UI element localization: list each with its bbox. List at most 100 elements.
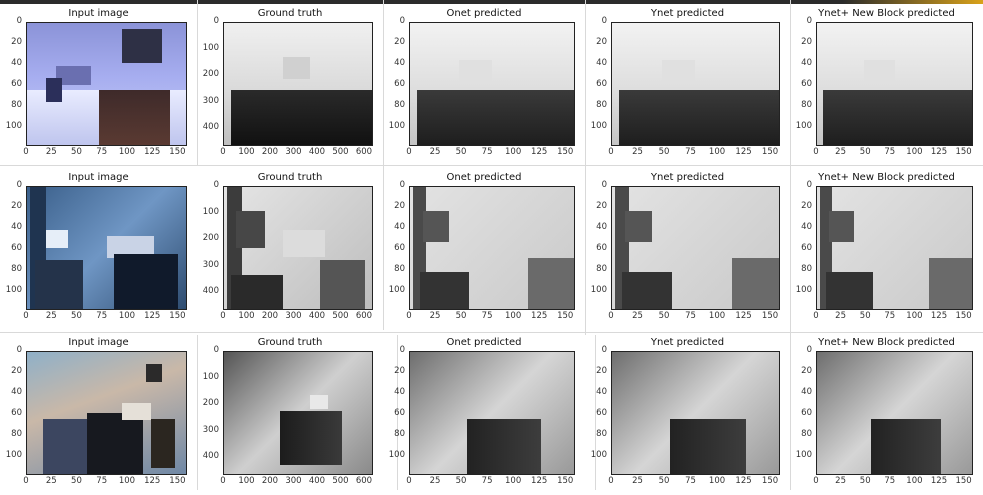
depth-image — [223, 351, 373, 475]
y-tick-label: 60 — [801, 79, 812, 90]
y-tick-label: 80 — [11, 264, 22, 275]
panel-separator — [197, 335, 198, 490]
x-tick-label: 125 — [930, 476, 948, 486]
x-tick-label: 125 — [930, 311, 948, 321]
x-tick-label: 75 — [481, 147, 493, 157]
x-tick-label: 150 — [557, 476, 574, 486]
panel-title: Onet predicted — [446, 172, 522, 183]
y-tick-label: 0 — [16, 345, 22, 355]
x-tick-label: 150 — [761, 311, 779, 321]
row-separator — [0, 332, 983, 333]
image-region — [283, 229, 325, 257]
y-tick-label: 0 — [601, 16, 607, 26]
y-tick-label: 100 — [202, 206, 219, 217]
x-tick-label: 200 — [261, 311, 279, 321]
image-region — [732, 257, 779, 309]
panel-title: Ynet predicted — [650, 337, 725, 348]
y-tick-label: 80 — [11, 429, 22, 440]
y-tick-label: 400 — [202, 286, 219, 297]
x-tick-label: 75 — [884, 476, 896, 486]
y-tick-label: 200 — [202, 69, 219, 80]
row-separator — [0, 165, 983, 166]
y-tick-label: 40 — [801, 58, 812, 69]
x-tick-label: 125 — [735, 311, 752, 321]
panel-title: Ground truth — [257, 337, 323, 348]
x-tick-label: 150 — [557, 311, 574, 321]
y-tick-label: 0 — [806, 345, 812, 355]
x-tick-label: 100 — [118, 147, 136, 157]
x-tick-label: 100 — [708, 311, 726, 321]
x-tick-label: 100 — [238, 147, 255, 157]
result-panel: Ynet predicted 0 20 40 60 80 100 0 25 50 75 100 125 1… — [585, 6, 790, 166]
y-tick-label: 100 — [388, 285, 405, 296]
y-tick-label: 0 — [806, 180, 812, 190]
x-tick-label: 150 — [557, 147, 574, 157]
x-tick-label: 0 — [220, 476, 226, 486]
image-region — [618, 90, 779, 145]
y-tick-label: 60 — [394, 408, 405, 419]
x-tick-label: 25 — [45, 311, 57, 321]
x-tick-label: 400 — [308, 476, 326, 486]
x-tick-label: 75 — [481, 476, 493, 486]
x-tick-label: 125 — [735, 147, 752, 157]
y-tick-label: 20 — [11, 37, 22, 48]
y-tick-label: 60 — [801, 408, 812, 419]
result-panel: Input image 0 20 40 60 80 100 0 25 50 75 100 125 150 — [0, 6, 197, 166]
y-tick-label: 40 — [11, 387, 22, 398]
image-region — [423, 211, 450, 242]
y-tick-label: 60 — [801, 243, 812, 254]
x-tick-label: 50 — [455, 147, 467, 157]
y-tick-label: 60 — [11, 79, 22, 90]
image-region — [625, 211, 653, 242]
result-panel: Ground truth 0 100 200 300 400 0 100 200 300 400 50… — [197, 170, 383, 330]
depth-image — [409, 351, 575, 475]
y-tick-label: 40 — [596, 58, 607, 69]
result-panel: Ynet+ New Block predicted 0 20 40 60 80 100 0 25… — [790, 6, 983, 166]
x-tick-label: 0 — [406, 476, 412, 486]
depth-image — [816, 186, 973, 310]
result-panel: Onet predicted 0 20 40 60 80 100 0 25 50 75 100 125 1… — [383, 170, 585, 330]
y-tick-label: 0 — [399, 345, 405, 355]
x-tick-label: 75 — [884, 311, 896, 321]
x-tick-label: 50 — [859, 311, 871, 321]
x-tick-label: 0 — [220, 147, 226, 157]
y-tick-label: 400 — [202, 451, 219, 462]
y-tick-label: 80 — [801, 429, 812, 440]
image-region — [46, 77, 62, 103]
panel-title: Ynet predicted — [650, 8, 725, 19]
y-tick-label: 80 — [596, 429, 607, 440]
depth-image — [816, 351, 973, 475]
x-tick-label: 100 — [238, 311, 255, 321]
x-tick-label: 100 — [118, 311, 136, 321]
x-tick-label: 125 — [144, 147, 161, 157]
panel-title: Ynet+ New Block predicted — [818, 337, 955, 348]
result-panel: Input image 0 20 40 60 80 100 0 25 50 75 100 125 150 — [0, 335, 197, 495]
x-tick-label: 50 — [658, 311, 670, 321]
y-tick-label: 80 — [394, 429, 405, 440]
x-tick-label: 50 — [71, 311, 82, 321]
image-region — [39, 229, 69, 248]
x-tick-label: 600 — [355, 147, 373, 157]
y-tick-label: 20 — [11, 366, 22, 377]
x-tick-label: 0 — [608, 476, 614, 486]
depth-image — [26, 186, 187, 310]
y-tick-label: 100 — [5, 450, 22, 461]
panel-title: Ynet predicted — [650, 172, 725, 183]
x-tick-label: 100 — [505, 476, 522, 486]
panel-title: Input image — [68, 337, 129, 348]
panel-separator — [790, 165, 791, 335]
y-tick-label: 100 — [388, 450, 405, 461]
panel-title: Ground truth — [257, 172, 323, 183]
depth-image — [409, 186, 575, 310]
y-tick-label: 20 — [596, 201, 607, 212]
y-tick-label: 40 — [11, 58, 22, 69]
image-region — [863, 59, 895, 84]
panel-separator — [790, 0, 791, 165]
image-region — [231, 90, 372, 145]
y-tick-label: 100 — [202, 42, 219, 53]
result-panel: Ynet predicted 0 20 40 60 80 100 0 25 50 75 100 125 1… — [585, 170, 790, 330]
panel-separator — [595, 335, 596, 490]
y-tick-label: 0 — [213, 16, 219, 26]
image-region — [826, 272, 873, 309]
image-region — [419, 272, 470, 309]
